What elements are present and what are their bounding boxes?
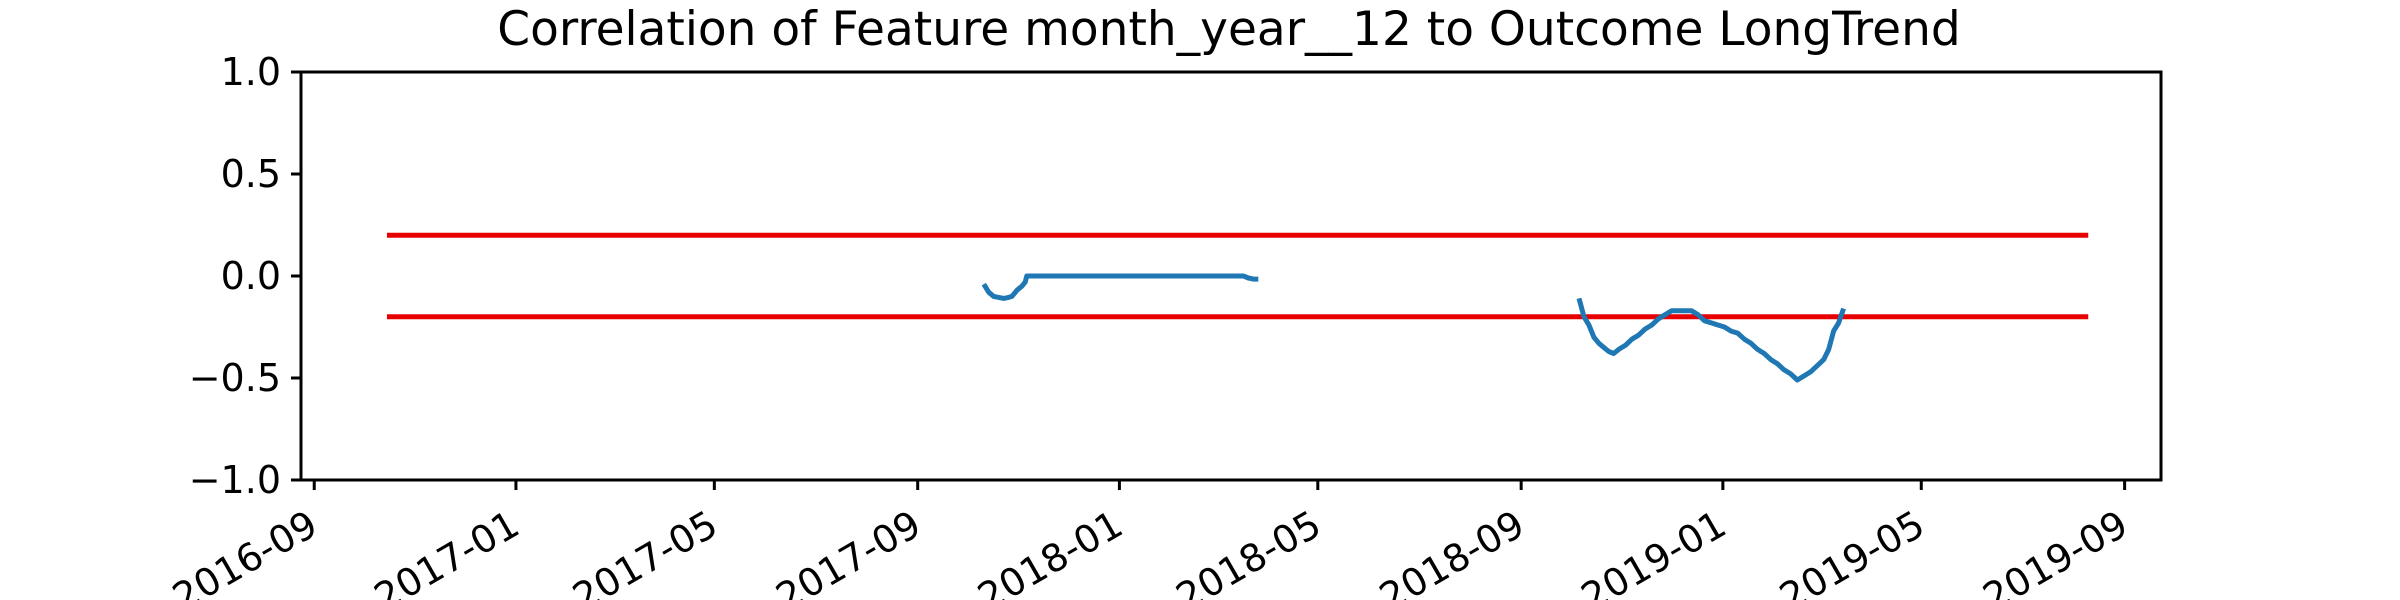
y-tick-label: 0.5 [221, 152, 281, 196]
x-tick-label: 2017-09 [769, 502, 929, 600]
x-tick-label: 2019-09 [1976, 502, 2136, 600]
y-tick-label: −1.0 [189, 458, 281, 502]
x-tick-label: 2019-01 [1574, 502, 1734, 600]
y-tick-label: 1.0 [221, 50, 281, 94]
y-tick-label: −0.5 [189, 356, 281, 400]
y-axis: 1.0 0.5 0.0 −0.5 −1.0 [189, 50, 301, 502]
plot-area [386, 232, 2089, 383]
series-line-1 [981, 273, 1259, 301]
x-tick-label: 2018-05 [1169, 502, 1329, 600]
series-line-2 [1576, 297, 1846, 383]
x-tick-label: 2017-05 [565, 502, 725, 600]
x-tick-label: 2019-05 [1772, 502, 1932, 600]
x-tick-label: 2017-01 [367, 502, 527, 600]
x-tick-label: 2018-01 [970, 502, 1130, 600]
x-axis: 2016-09 2017-01 2017-05 2017-09 2018-01 2018-… [165, 480, 2135, 600]
x-tick-label: 2018-09 [1372, 502, 1532, 600]
x-tick-label: 2016-09 [165, 502, 325, 600]
chart-title: Correlation of Feature month_year__12 to… [497, 2, 1960, 57]
y-tick-label: 0.0 [221, 254, 281, 298]
